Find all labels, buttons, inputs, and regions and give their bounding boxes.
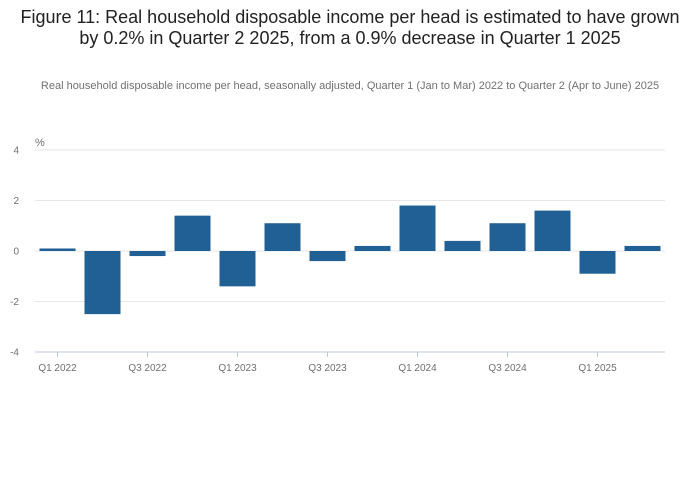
bar-q4-2022[interactable]	[174, 215, 211, 251]
chart-subtitle: Real household disposable income per hea…	[40, 80, 660, 92]
y-axis-label: %	[35, 137, 45, 149]
y-axis: 4 2 0 -2 -4%	[10, 137, 45, 359]
bar-q4-2024[interactable]	[534, 210, 571, 251]
x-tick-label: Q1 2024	[398, 363, 437, 374]
chart-title: Figure 11: Real household disposable inc…	[20, 7, 680, 48]
bar-q1-2025[interactable]	[579, 251, 616, 274]
bar-q2-2022[interactable]	[84, 251, 121, 315]
y-tick-label: 2	[13, 196, 19, 207]
x-tick-label: Q1 2023	[218, 363, 257, 374]
bars	[39, 205, 661, 315]
x-tick-label: Q3 2023	[308, 363, 347, 374]
bar-q2-2024[interactable]	[444, 240, 481, 251]
x-tick-label: Q3 2024	[488, 363, 527, 374]
y-tick-label: 4	[13, 146, 19, 157]
y-tick-label: -2	[10, 297, 19, 308]
bar-q1-2023[interactable]	[219, 251, 256, 287]
bar-q2-2023[interactable]	[264, 223, 301, 251]
y-tick-label: -4	[10, 348, 19, 359]
bar-q2-2025[interactable]	[624, 245, 661, 251]
bar-q4-2023[interactable]	[354, 245, 391, 251]
bar-q1-2024[interactable]	[399, 205, 436, 251]
y-tick-label: 0	[13, 247, 19, 258]
x-axis: Q1 2022 Q3 2022 Q1 2023 Q3 2023 Q1 2024 Q3 20…	[35, 351, 665, 374]
bar-q3-2022[interactable]	[129, 251, 166, 257]
bar-q1-2022[interactable]	[39, 248, 76, 251]
x-tick-label: Q1 2022	[38, 363, 77, 374]
bar-q3-2023[interactable]	[309, 251, 346, 262]
x-tick-label: Q3 2022	[128, 363, 167, 374]
bar-q3-2024[interactable]	[489, 223, 526, 251]
x-tick-label: Q1 2025	[578, 363, 617, 374]
